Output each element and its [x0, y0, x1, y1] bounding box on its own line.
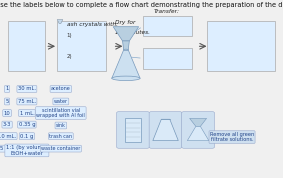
Text: 3-3: 3-3	[3, 122, 11, 127]
Text: 0.35 g: 0.35 g	[19, 122, 35, 127]
Text: acetone: acetone	[51, 87, 71, 91]
Text: waste container: waste container	[41, 146, 81, 151]
FancyBboxPatch shape	[143, 16, 192, 36]
Text: 1): 1)	[67, 33, 72, 38]
Polygon shape	[112, 50, 140, 78]
FancyBboxPatch shape	[57, 21, 106, 71]
Text: 10 mL.: 10 mL.	[0, 134, 16, 139]
Text: Remove all green
filtrate solutions.: Remove all green filtrate solutions.	[210, 132, 254, 142]
Text: water: water	[54, 99, 68, 104]
Polygon shape	[57, 20, 63, 23]
Text: 1:1 (by volume)
EtOH+water: 1:1 (by volume) EtOH+water	[6, 145, 48, 156]
FancyBboxPatch shape	[117, 112, 149, 148]
Polygon shape	[113, 27, 139, 41]
Text: ash crystals with:: ash crystals with:	[67, 22, 118, 27]
Text: 30 mL.: 30 mL.	[18, 87, 36, 91]
Text: trash can: trash can	[49, 134, 72, 139]
Text: 5 mL.: 5 mL.	[0, 146, 14, 151]
Text: 1: 1	[5, 87, 9, 91]
Text: 10: 10	[4, 111, 10, 116]
Polygon shape	[190, 118, 207, 126]
FancyBboxPatch shape	[149, 112, 182, 148]
Polygon shape	[187, 126, 209, 141]
FancyBboxPatch shape	[125, 118, 141, 142]
Polygon shape	[123, 41, 129, 50]
Polygon shape	[153, 119, 178, 141]
FancyBboxPatch shape	[182, 112, 215, 148]
FancyBboxPatch shape	[8, 21, 45, 71]
Text: 5: 5	[5, 99, 9, 104]
Text: scintillation vial
wrapped with Al foil: scintillation vial wrapped with Al foil	[37, 108, 85, 118]
Text: Part C: Use the labels below to complete a flow chart demonstrating the preparat: Part C: Use the labels below to complete…	[0, 2, 283, 8]
Text: 0.1 g: 0.1 g	[20, 134, 34, 139]
FancyBboxPatch shape	[143, 48, 192, 69]
Text: 2): 2)	[67, 54, 72, 59]
FancyBboxPatch shape	[207, 21, 275, 71]
Text: Dry for: Dry for	[115, 20, 135, 25]
Text: 10 minutes.: 10 minutes.	[115, 30, 150, 35]
Text: sink: sink	[56, 123, 66, 128]
Ellipse shape	[124, 49, 128, 51]
Text: 1 mL.: 1 mL.	[20, 111, 34, 116]
Ellipse shape	[112, 76, 140, 80]
Text: 75 mL.: 75 mL.	[18, 99, 36, 104]
Text: Transfer:: Transfer:	[154, 9, 180, 14]
